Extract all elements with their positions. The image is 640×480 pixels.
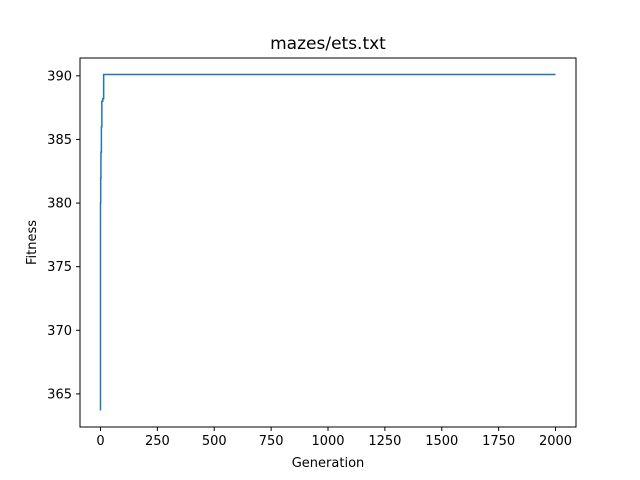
y-tick-label: 385	[47, 133, 72, 148]
series-layer	[99, 73, 556, 411]
x-tick-label: 1250	[368, 434, 401, 449]
y-tick-label: 365	[47, 387, 72, 402]
x-tick-label: 1000	[311, 434, 344, 449]
x-tick-label: 250	[145, 434, 170, 449]
chart-title: mazes/ets.txt	[270, 34, 386, 54]
x-tick-label: 0	[96, 434, 104, 449]
series-line-fitness	[99, 73, 556, 411]
x-tick-label: 500	[202, 434, 227, 449]
y-axis-label: Fitness	[25, 220, 40, 265]
y-tick-label: 370	[47, 324, 72, 339]
plot-area-frame	[79, 57, 577, 428]
x-tick-label: 2000	[539, 434, 572, 449]
y-tick-label: 375	[47, 260, 72, 275]
x-axis-label: Generation	[292, 456, 365, 471]
y-tick-label: 390	[47, 69, 72, 84]
ticks-layer: 0 250 500 750 1000 1250 1500 1750 2000 365 370 375 3…	[47, 69, 572, 449]
x-tick-label: 750	[259, 434, 284, 449]
y-tick-label: 380	[47, 197, 72, 212]
x-tick-label: 1750	[482, 434, 515, 449]
x-tick-label: 1500	[425, 434, 458, 449]
